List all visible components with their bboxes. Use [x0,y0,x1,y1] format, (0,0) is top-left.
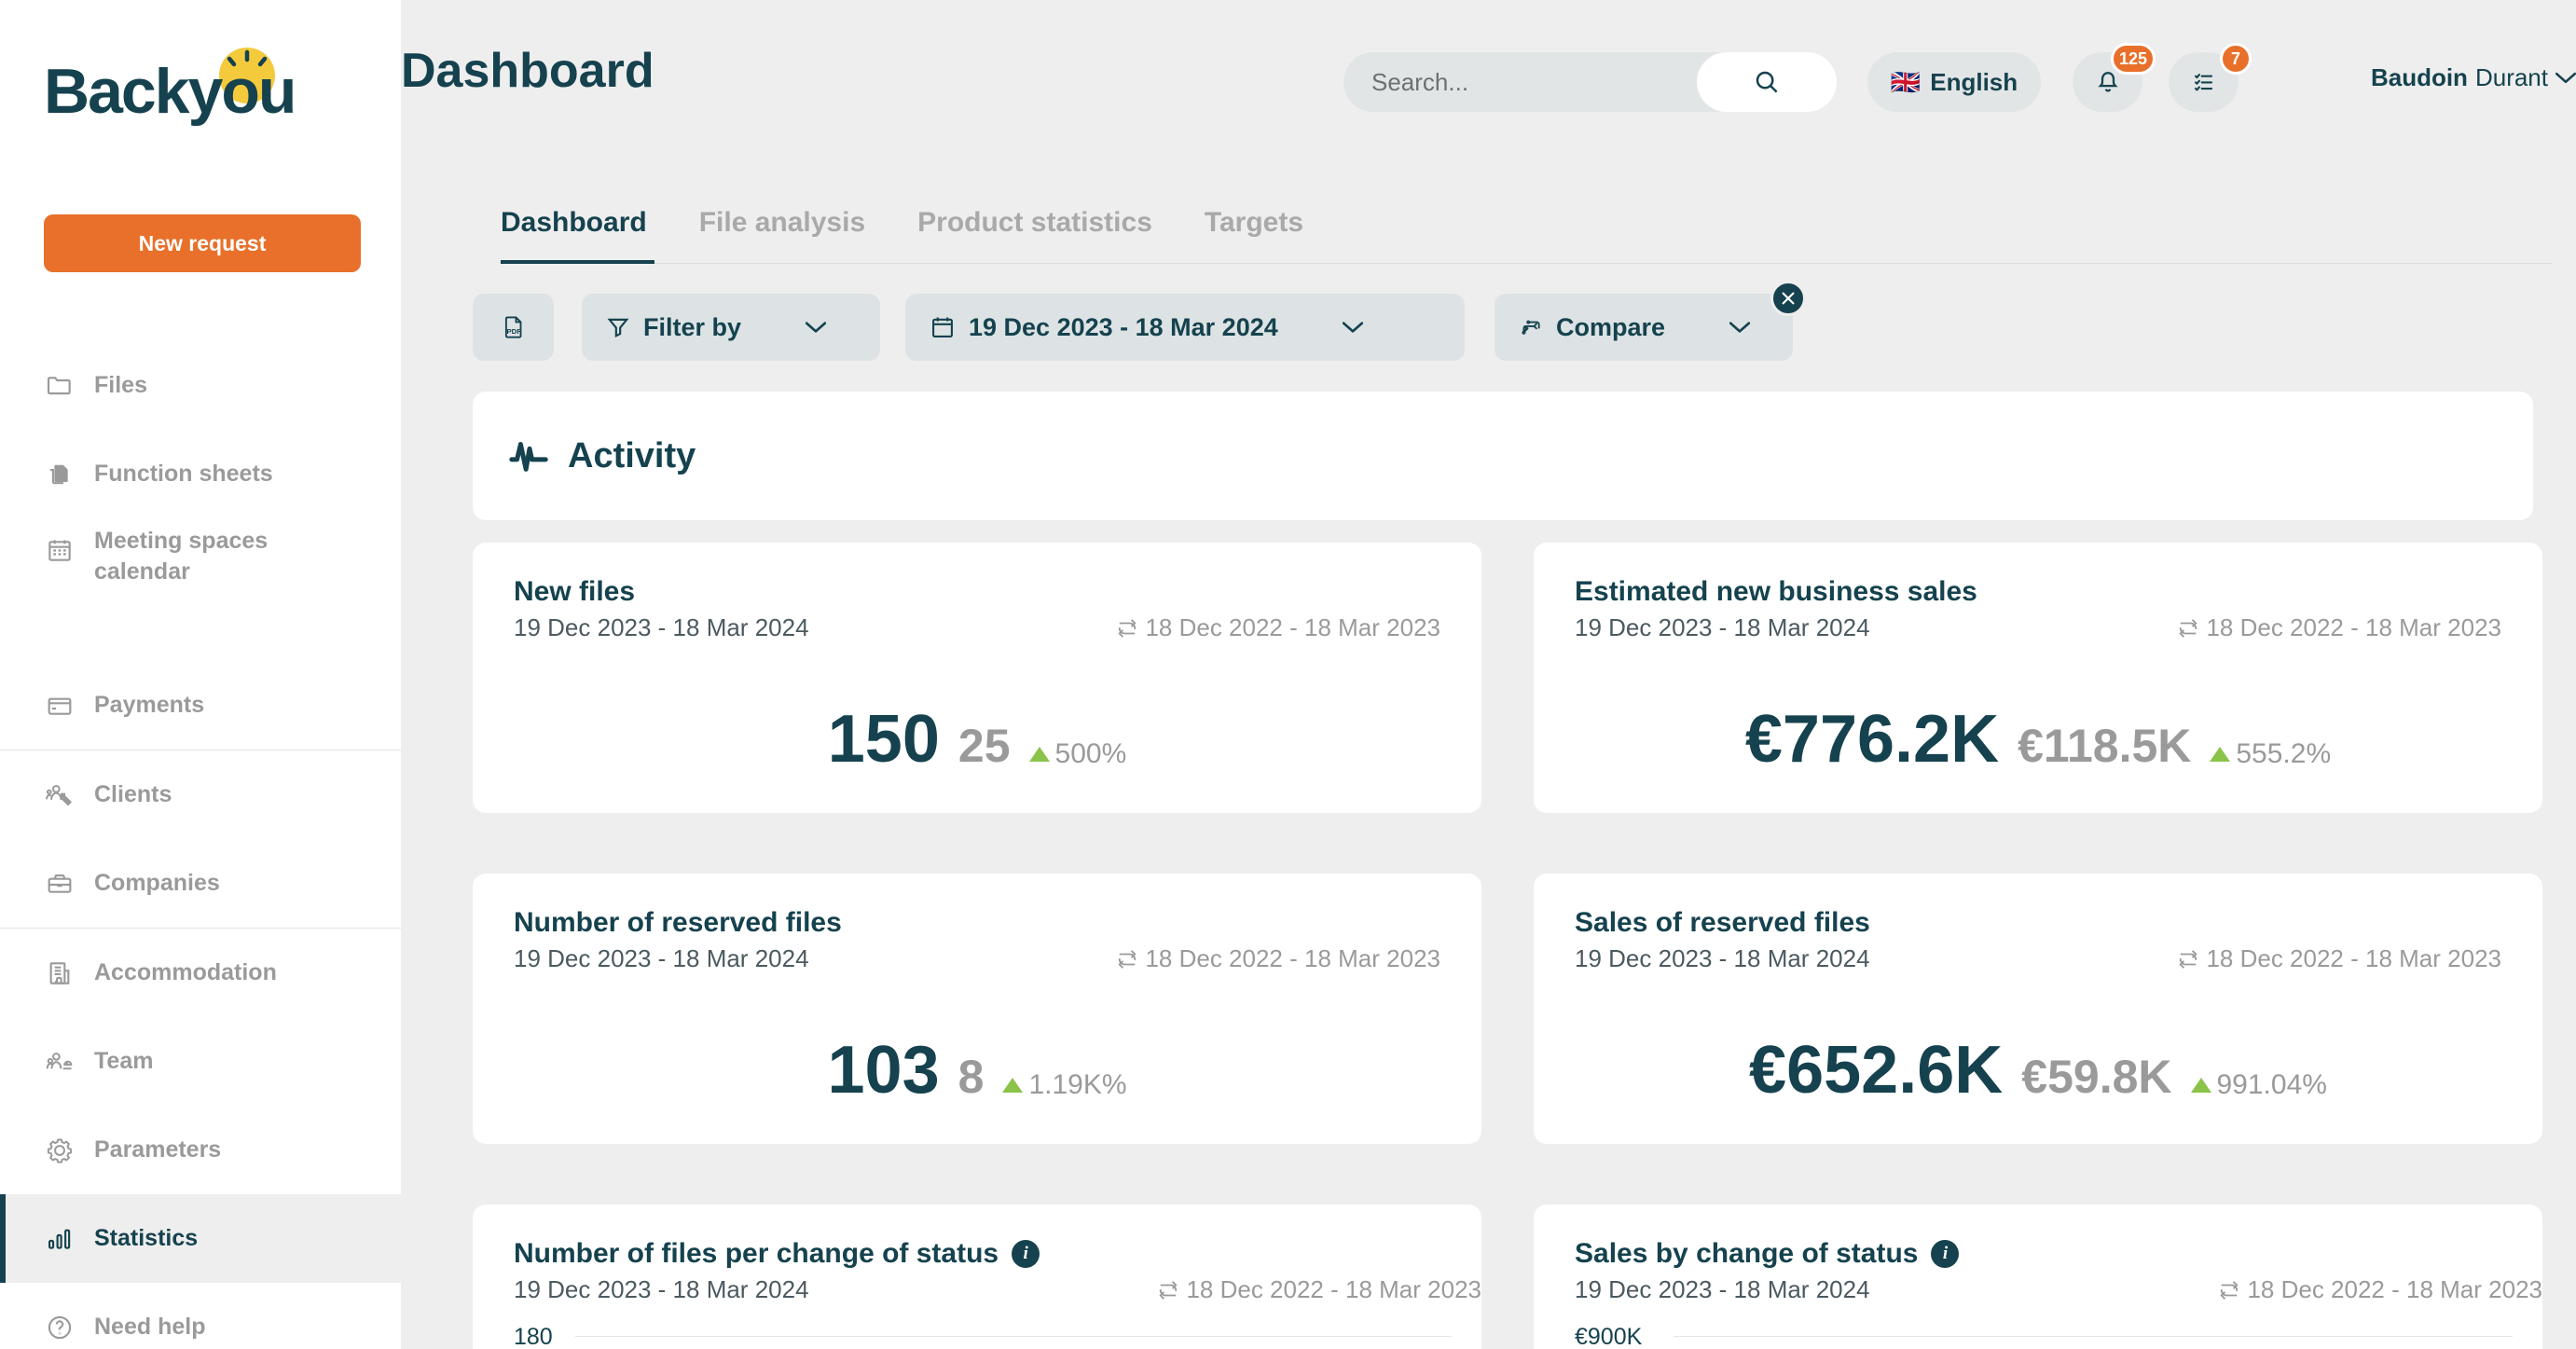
svg-text:PDF: PDF [506,327,521,336]
svg-text:Backyou: Backyou [44,56,295,127]
